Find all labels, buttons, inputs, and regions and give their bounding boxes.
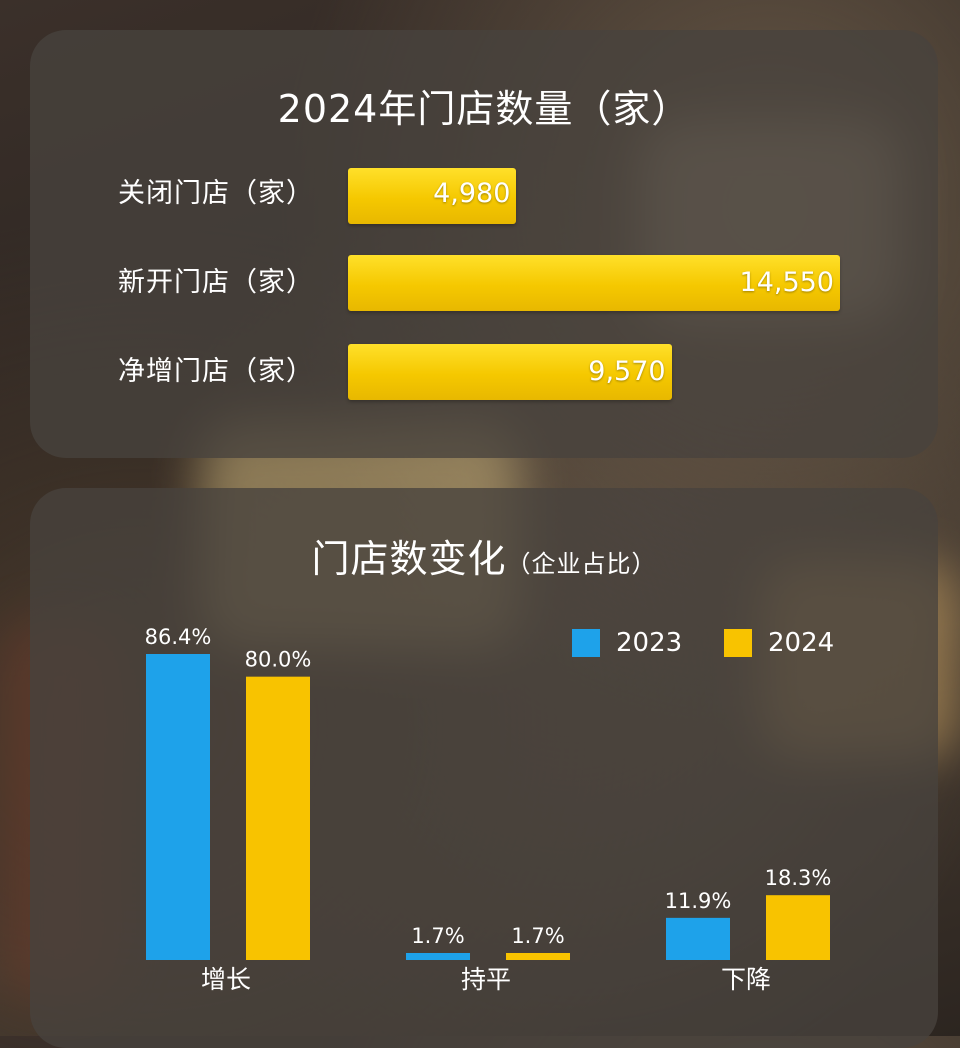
bar-value-label: 86.4% xyxy=(145,625,212,649)
category-label: 下降 xyxy=(721,965,771,994)
hbar-value-label: 9,570 xyxy=(588,356,666,387)
legend-swatch-yellow xyxy=(724,629,752,657)
category-label: 增长 xyxy=(201,965,251,994)
store-change-panel: 门店数变化（企业占比） 2023 2024 86.4% 80.0% 增长 1.7% 1.… xyxy=(30,488,938,1048)
bar-2024-2 xyxy=(766,895,830,960)
store-change-title: 门店数变化（企业占比） xyxy=(30,528,938,583)
legend-item-2023: 2023 xyxy=(572,628,682,658)
bar-2024-1 xyxy=(506,953,570,960)
legend-label: 2024 xyxy=(768,628,835,658)
hbar-category-label: 关闭门店（家） xyxy=(118,178,314,209)
store-change-title-sub: （企业占比） xyxy=(506,550,657,578)
hbar-value-label: 14,550 xyxy=(739,267,834,298)
legend-item-2024: 2024 xyxy=(724,628,834,658)
store-count-panel: 2024年门店数量（家） 关闭门店（家） 4,980 新开门店（家） 14,55… xyxy=(30,30,938,458)
bar-value-label: 11.9% xyxy=(665,889,732,913)
bar-value-label: 18.3% xyxy=(765,866,832,890)
hbar-opened xyxy=(348,255,840,311)
legend-label: 2023 xyxy=(616,628,683,658)
bar-value-label: 1.7% xyxy=(411,924,464,948)
bar-2023-1 xyxy=(406,953,470,960)
bar-2024-0 xyxy=(246,676,310,960)
legend-swatch-blue xyxy=(572,629,600,657)
hbar-value-label: 4,980 xyxy=(433,178,511,209)
hbar-closed xyxy=(348,168,517,224)
store-change-title-main: 门店数变化 xyxy=(311,537,507,581)
bar-2023-0 xyxy=(146,654,210,960)
hbar-net xyxy=(348,344,672,400)
bar-value-label: 1.7% xyxy=(511,924,564,948)
hbar-category-label: 新开门店（家） xyxy=(118,267,314,298)
store-count-title: 2024年门店数量（家） xyxy=(277,87,691,131)
bar-value-label: 80.0% xyxy=(245,648,312,672)
category-label: 持平 xyxy=(461,965,511,994)
hbar-category-label: 净增门店（家） xyxy=(118,356,314,387)
bar-2023-2 xyxy=(666,917,730,960)
